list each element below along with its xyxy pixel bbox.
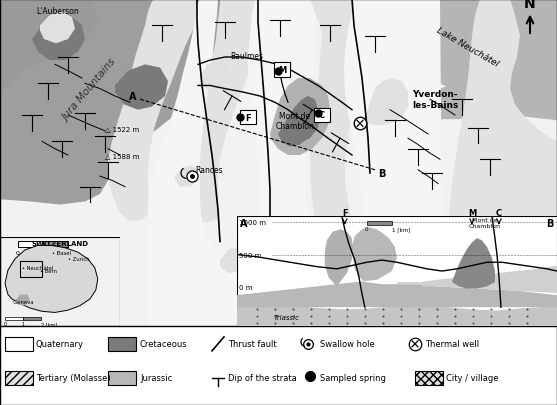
Text: Tertiary (Molasse): Tertiary (Molasse) bbox=[36, 373, 111, 382]
Bar bbox=[43, 242, 68, 247]
Text: City / village: City / village bbox=[446, 373, 499, 382]
Text: 0: 0 bbox=[3, 322, 7, 326]
Text: B: B bbox=[546, 219, 554, 229]
Polygon shape bbox=[370, 0, 515, 121]
Text: Cretaceous: Cretaceous bbox=[140, 339, 188, 349]
Bar bbox=[5, 337, 33, 351]
Text: 1000 m: 1000 m bbox=[239, 219, 266, 225]
Polygon shape bbox=[220, 247, 248, 273]
Text: Swiss Plateau: Swiss Plateau bbox=[266, 220, 354, 232]
Bar bbox=[415, 371, 443, 385]
Polygon shape bbox=[237, 305, 557, 326]
Polygon shape bbox=[188, 0, 265, 223]
Text: 2 [km]: 2 [km] bbox=[57, 250, 79, 255]
Text: Baulmes: Baulmes bbox=[230, 52, 263, 61]
Polygon shape bbox=[15, 295, 30, 306]
Text: B: B bbox=[378, 168, 385, 179]
Text: M: M bbox=[278, 66, 286, 75]
Polygon shape bbox=[0, 0, 300, 205]
Text: △ 1588 m: △ 1588 m bbox=[105, 153, 139, 159]
Bar bbox=[5, 371, 33, 385]
Text: Dip of the strata: Dip of the strata bbox=[228, 373, 297, 382]
Polygon shape bbox=[365, 79, 408, 126]
Text: 0 m: 0 m bbox=[239, 285, 252, 291]
Polygon shape bbox=[115, 65, 168, 111]
Polygon shape bbox=[200, 61, 230, 92]
Text: 2 [km]: 2 [km] bbox=[41, 322, 57, 326]
Text: Sampled spring: Sampled spring bbox=[320, 373, 386, 382]
Polygon shape bbox=[32, 16, 85, 61]
Polygon shape bbox=[148, 0, 443, 326]
Polygon shape bbox=[175, 166, 198, 187]
Polygon shape bbox=[440, 0, 557, 326]
Text: C: C bbox=[496, 209, 502, 218]
Text: N: N bbox=[524, 0, 536, 11]
Polygon shape bbox=[278, 97, 318, 147]
Bar bbox=[18, 242, 43, 247]
Bar bbox=[20, 262, 42, 277]
Text: Jura Mountains: Jura Mountains bbox=[61, 57, 119, 122]
Text: A: A bbox=[240, 219, 247, 229]
Text: Mont de
Chamblon: Mont de Chamblon bbox=[469, 218, 501, 228]
Text: Quaternary: Quaternary bbox=[36, 339, 84, 349]
Polygon shape bbox=[420, 0, 557, 121]
Text: Thrust fault: Thrust fault bbox=[228, 339, 277, 349]
FancyBboxPatch shape bbox=[274, 63, 290, 78]
Polygon shape bbox=[397, 271, 557, 293]
Polygon shape bbox=[422, 266, 557, 293]
Polygon shape bbox=[5, 246, 98, 313]
Text: Lake Neuchâtel: Lake Neuchâtel bbox=[436, 26, 501, 68]
Text: • Zurich: • Zurich bbox=[68, 257, 90, 262]
Text: 1: 1 bbox=[41, 250, 45, 255]
Text: 0: 0 bbox=[365, 226, 369, 232]
Text: F: F bbox=[245, 113, 251, 122]
Text: S w i s s   P l a t e a u: S w i s s P l a t e a u bbox=[247, 220, 373, 232]
Text: 1 [km]: 1 [km] bbox=[392, 226, 411, 232]
Text: Triassic: Triassic bbox=[274, 314, 300, 320]
Text: F: F bbox=[342, 209, 348, 218]
Text: Yverdon-
les-Bains: Yverdon- les-Bains bbox=[412, 90, 458, 110]
Text: C: C bbox=[319, 111, 325, 120]
Text: 0: 0 bbox=[16, 250, 20, 255]
Text: A: A bbox=[129, 92, 136, 102]
Text: SWITZERLAND: SWITZERLAND bbox=[31, 240, 89, 246]
Text: Orbe: Orbe bbox=[248, 253, 267, 262]
Polygon shape bbox=[310, 0, 362, 244]
Bar bbox=[108, 371, 136, 385]
Polygon shape bbox=[108, 0, 200, 221]
Bar bbox=[367, 221, 392, 226]
Text: Jurassic: Jurassic bbox=[140, 373, 172, 382]
Polygon shape bbox=[282, 100, 320, 145]
FancyBboxPatch shape bbox=[314, 108, 330, 123]
Polygon shape bbox=[325, 230, 353, 287]
Text: Thermal well: Thermal well bbox=[425, 339, 479, 349]
Text: Mont de
Chamblon: Mont de Chamblon bbox=[276, 111, 315, 131]
Text: Rances: Rances bbox=[195, 166, 223, 175]
Text: • Bern: • Bern bbox=[40, 268, 57, 273]
Polygon shape bbox=[0, 0, 100, 95]
Text: △ 1522 m: △ 1522 m bbox=[105, 125, 139, 131]
Text: Swallow hole: Swallow hole bbox=[320, 339, 375, 349]
Bar bbox=[108, 337, 136, 351]
Bar bbox=[23, 317, 41, 320]
Text: • Basel: • Basel bbox=[52, 250, 71, 255]
Polygon shape bbox=[452, 239, 495, 289]
Polygon shape bbox=[237, 228, 557, 307]
FancyBboxPatch shape bbox=[240, 111, 256, 125]
Text: Geneva: Geneva bbox=[10, 299, 33, 304]
Bar bbox=[5, 317, 23, 320]
Polygon shape bbox=[40, 13, 75, 44]
Text: 1: 1 bbox=[21, 322, 25, 326]
Text: M: M bbox=[468, 209, 476, 218]
Text: 500 m: 500 m bbox=[239, 252, 261, 258]
Polygon shape bbox=[270, 79, 330, 156]
Text: • Neuchâtel: • Neuchâtel bbox=[22, 266, 53, 271]
Text: L'Auberson: L'Auberson bbox=[37, 7, 80, 16]
